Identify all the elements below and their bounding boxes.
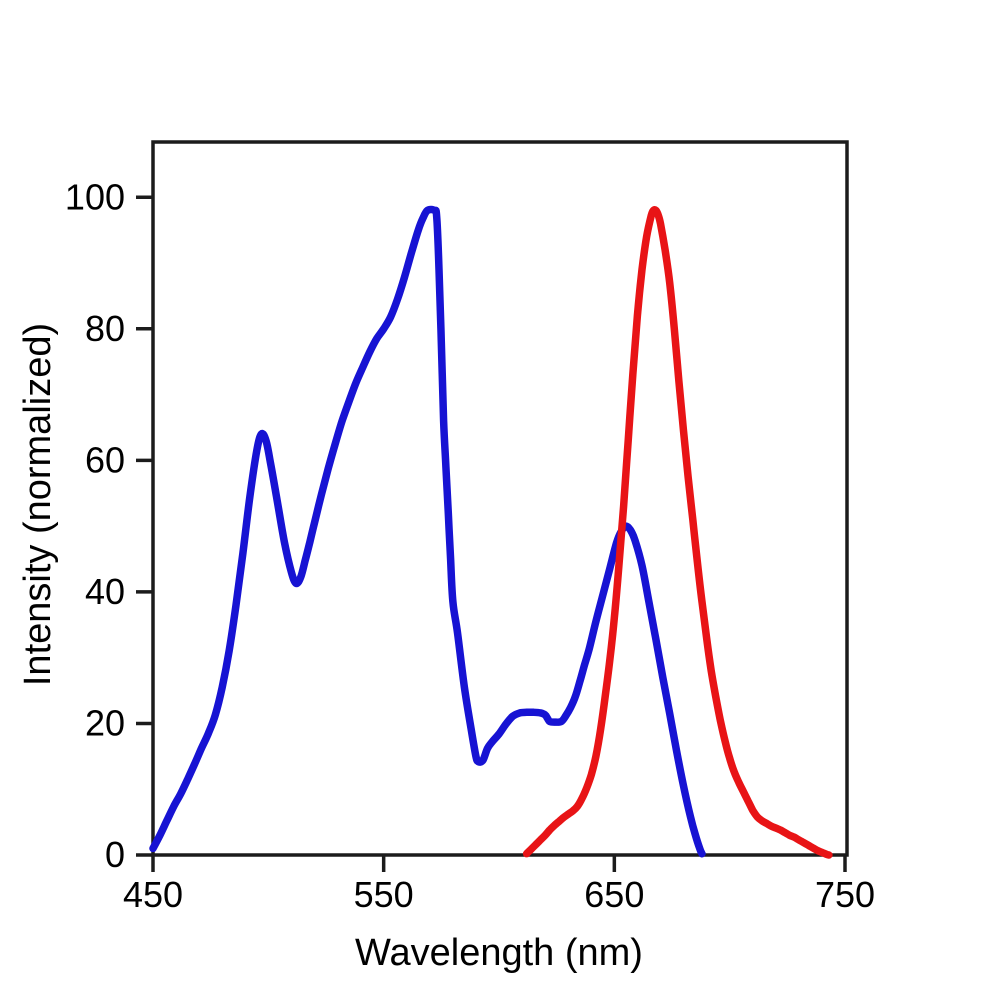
y-axis-title: Intensity (normalized) — [17, 323, 59, 686]
y-tick-label: 60 — [85, 439, 125, 480]
y-tick-label: 100 — [65, 176, 125, 217]
y-tick-label: 20 — [85, 702, 125, 743]
y-tick-label: 80 — [85, 308, 125, 349]
red-spectrum-curve — [522, 206, 833, 859]
y-tick-label: 40 — [85, 571, 125, 612]
axis-ticks — [136, 195, 847, 872]
x-tick-label: 450 — [123, 874, 183, 915]
y-tick-label: 0 — [105, 834, 125, 875]
x-tick-label: 650 — [584, 874, 644, 915]
x-tick-label: 750 — [815, 874, 875, 915]
x-axis-title: Wavelength (nm) — [355, 932, 643, 974]
plot-frame — [151, 140, 849, 857]
blue-spectrum-curve — [149, 205, 706, 858]
spectrum-curves — [149, 205, 833, 859]
axis-tick-labels: 450 550 650 750 0 20 40 60 80 100 — [65, 176, 875, 915]
x-tick-label: 550 — [354, 874, 414, 915]
